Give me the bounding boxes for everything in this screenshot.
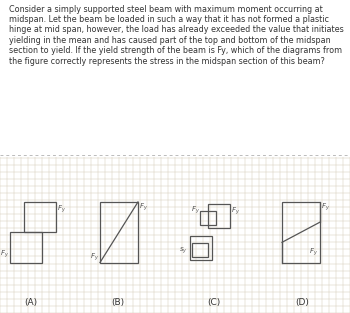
Text: $F_y$: $F_y$ [139, 202, 148, 213]
Text: $F_y$: $F_y$ [191, 204, 200, 216]
Text: $F_y$: $F_y$ [90, 251, 99, 263]
Text: Consider a simply supported steel beam with maximum moment occurring at midspan.: Consider a simply supported steel beam w… [9, 5, 343, 66]
Text: $F_y$: $F_y$ [321, 202, 330, 213]
Bar [24, 202, 56, 232]
Text: (A): (A) [25, 298, 37, 307]
Text: $F_y$: $F_y$ [0, 249, 9, 260]
Text: (C): (C) [207, 298, 220, 307]
Bar [208, 204, 230, 228]
Bar [200, 211, 216, 225]
Text: (D): (D) [295, 298, 309, 307]
Text: (B): (B) [111, 298, 125, 307]
Bar [190, 236, 212, 260]
Text: $F_y$: $F_y$ [231, 206, 240, 218]
Text: $s_y$: $s_y$ [180, 246, 188, 256]
Bar [100, 202, 138, 263]
Bar [192, 243, 208, 258]
Text: $F_y$: $F_y$ [309, 247, 318, 259]
Bar [282, 202, 320, 263]
Text: $F_y$: $F_y$ [57, 204, 66, 215]
Bar [10, 232, 42, 263]
